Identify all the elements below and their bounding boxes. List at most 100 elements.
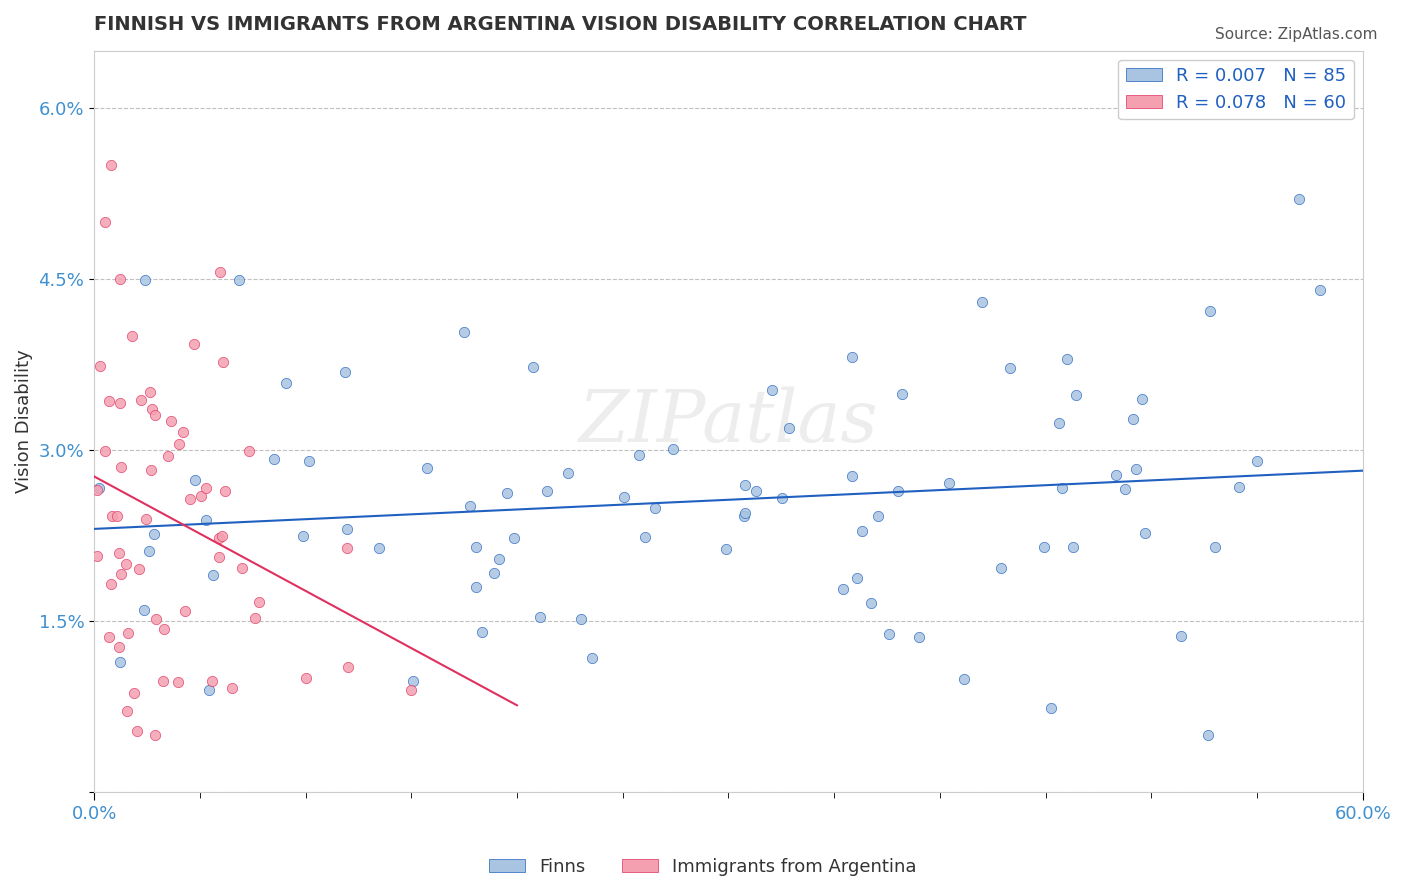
Point xyxy=(1114,482,1136,496)
Point xyxy=(1104,467,1126,482)
Point xyxy=(1062,541,1084,555)
Point xyxy=(938,475,960,490)
Legend: R = 0.007   N = 85, R = 0.078   N = 60: R = 0.007 N = 85, R = 0.078 N = 60 xyxy=(1118,60,1354,120)
Y-axis label: Vision Disability: Vision Disability xyxy=(15,350,32,493)
Text: Source: ZipAtlas.com: Source: ZipAtlas.com xyxy=(1215,27,1378,42)
Point xyxy=(115,705,138,719)
Point xyxy=(167,437,190,451)
Point xyxy=(401,682,423,697)
Point xyxy=(336,660,359,674)
Point xyxy=(336,541,359,556)
Point xyxy=(114,558,136,572)
Point xyxy=(627,448,650,462)
Point xyxy=(238,443,260,458)
Point xyxy=(179,492,201,507)
Point xyxy=(141,402,163,417)
Point xyxy=(93,444,115,458)
Point xyxy=(778,421,800,435)
Point xyxy=(1122,412,1144,426)
Point xyxy=(464,541,486,555)
Point xyxy=(1197,728,1219,742)
Point xyxy=(198,682,221,697)
Point xyxy=(231,560,253,574)
Point xyxy=(110,566,132,581)
Point xyxy=(770,491,793,506)
Point xyxy=(662,442,685,456)
Point xyxy=(634,529,657,543)
Point xyxy=(733,509,755,524)
Point xyxy=(152,674,174,689)
Point xyxy=(1047,416,1070,430)
Point xyxy=(734,478,756,492)
Point xyxy=(877,627,900,641)
Point xyxy=(108,272,131,286)
Point xyxy=(243,611,266,625)
Legend: Finns, Immigrants from Argentina: Finns, Immigrants from Argentina xyxy=(482,851,924,883)
Point xyxy=(536,484,558,499)
Point xyxy=(581,650,603,665)
Point xyxy=(207,531,229,545)
Point xyxy=(1052,481,1074,495)
Point xyxy=(458,499,481,513)
Point xyxy=(1199,304,1222,318)
Point xyxy=(100,158,122,172)
Point xyxy=(117,625,139,640)
Point xyxy=(89,481,111,495)
Point xyxy=(557,466,579,480)
Point xyxy=(141,463,163,477)
Point xyxy=(110,460,132,475)
Point xyxy=(845,571,868,585)
Point xyxy=(153,623,176,637)
Point xyxy=(135,511,157,525)
Point xyxy=(890,386,912,401)
Point xyxy=(89,359,111,373)
Point xyxy=(851,524,873,539)
Point xyxy=(195,513,218,527)
Point xyxy=(108,546,131,560)
Point xyxy=(1135,525,1157,540)
Point xyxy=(173,604,195,618)
Point xyxy=(86,549,108,563)
Point xyxy=(190,489,212,503)
Point xyxy=(1064,387,1087,401)
Point xyxy=(172,425,194,439)
Point xyxy=(1309,284,1331,298)
Point xyxy=(841,469,863,483)
Point xyxy=(129,392,152,407)
Point xyxy=(143,728,166,742)
Point xyxy=(866,508,889,523)
Point xyxy=(841,351,863,365)
Point xyxy=(195,481,218,495)
Point xyxy=(1246,454,1268,468)
Point xyxy=(145,612,167,626)
Point xyxy=(908,630,931,644)
Point xyxy=(228,273,250,287)
Point xyxy=(298,454,321,468)
Point xyxy=(1125,461,1147,475)
Point xyxy=(734,507,756,521)
Point xyxy=(209,265,232,279)
Point xyxy=(464,580,486,594)
Point xyxy=(274,376,297,391)
Point xyxy=(263,451,285,466)
Point xyxy=(402,674,425,689)
Point xyxy=(93,215,115,229)
Text: FINNISH VS IMMIGRANTS FROM ARGENTINA VISION DISABILITY CORRELATION CHART: FINNISH VS IMMIGRANTS FROM ARGENTINA VIS… xyxy=(94,15,1026,34)
Point xyxy=(128,562,150,576)
Point xyxy=(212,355,235,369)
Point xyxy=(121,329,143,343)
Point xyxy=(201,568,224,582)
Point xyxy=(110,655,132,669)
Point xyxy=(98,630,121,644)
Point xyxy=(86,483,108,497)
Point xyxy=(160,414,183,428)
Point xyxy=(716,541,738,556)
Point xyxy=(1130,392,1153,406)
Point xyxy=(970,294,993,309)
Point xyxy=(208,549,231,564)
Point xyxy=(761,383,783,397)
Point xyxy=(1033,540,1056,554)
Point xyxy=(292,529,315,543)
Point xyxy=(502,531,524,545)
Point xyxy=(100,576,122,591)
